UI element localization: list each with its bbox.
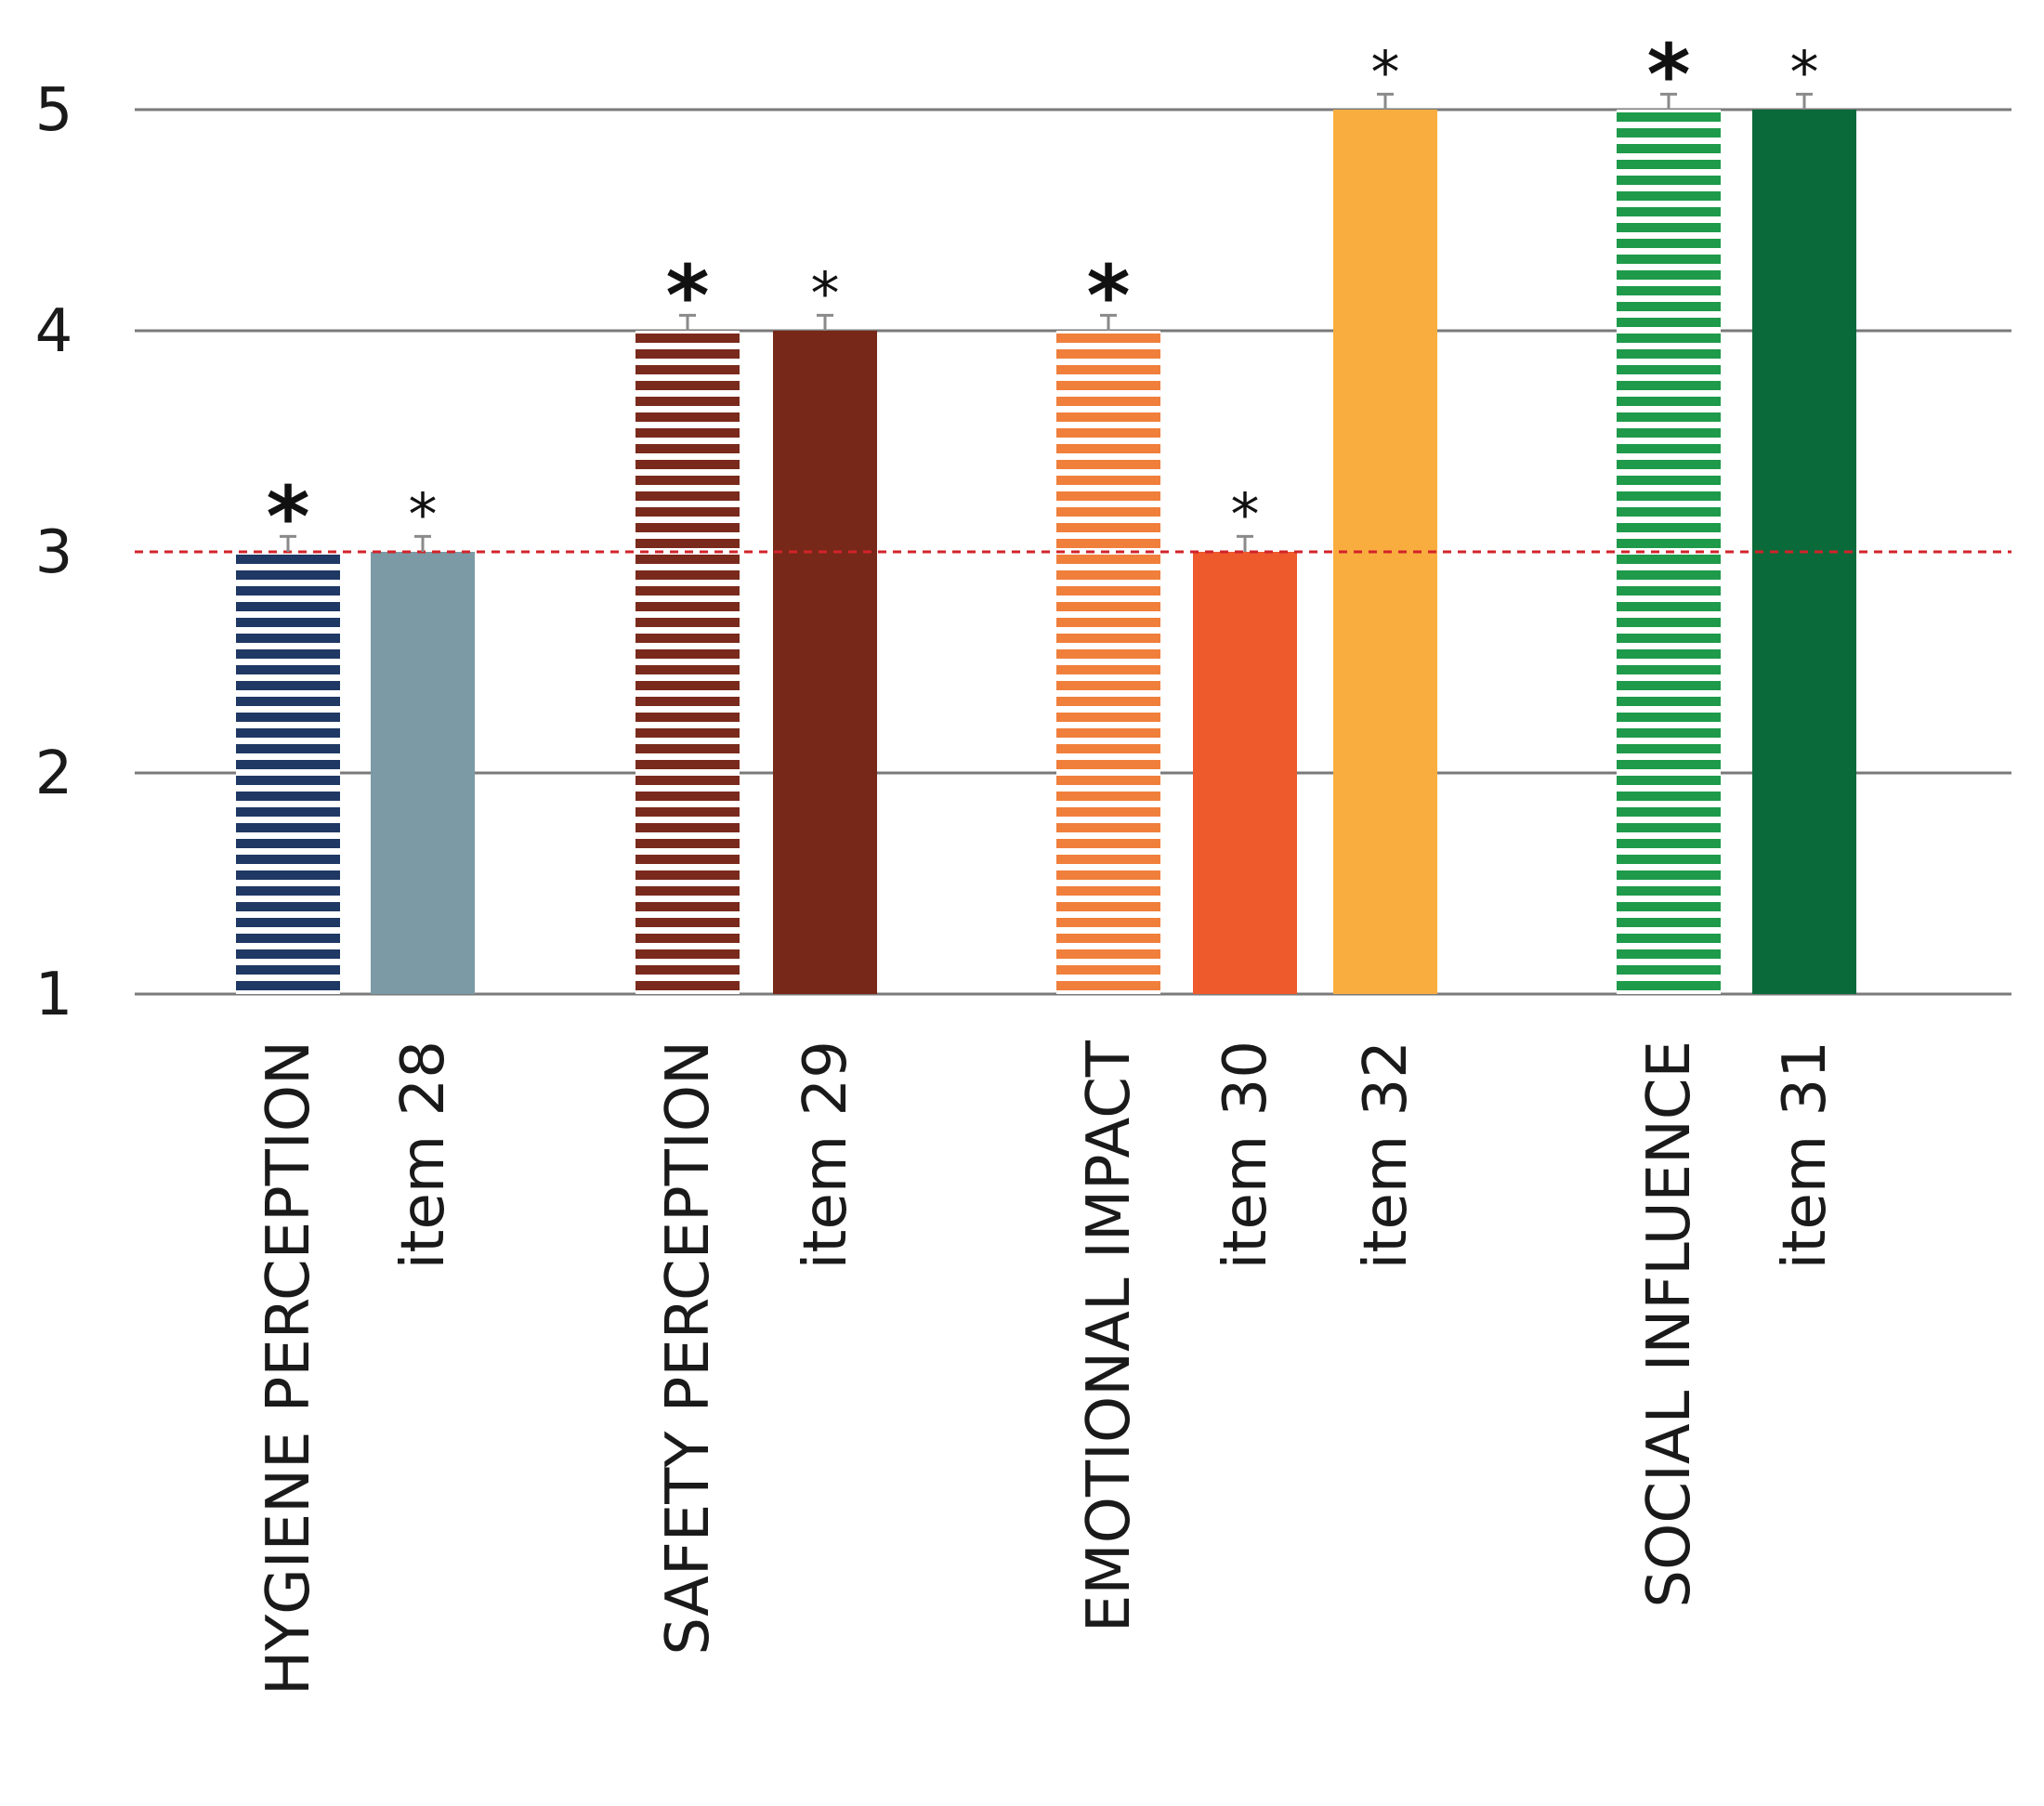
category-label: HYGIENE PERCEPTION xyxy=(255,1040,323,1695)
significance-marker: * xyxy=(1646,26,1690,124)
significance-marker: * xyxy=(811,259,840,327)
error-bar xyxy=(1100,313,1117,331)
bar-item-29 xyxy=(773,331,877,994)
significance-marker: * xyxy=(266,468,309,566)
category-label: SOCIAL INFLUENCE xyxy=(1635,1040,1704,1608)
error-bar xyxy=(1237,534,1253,552)
error-bar xyxy=(414,534,431,552)
category-label: item 32 xyxy=(1352,1040,1421,1269)
bar-item-28 xyxy=(371,552,475,994)
y-axis-ticks: 1 2 3 4 5 xyxy=(35,76,73,1029)
category-label: EMOTIONAL IMPACT xyxy=(1075,1040,1144,1632)
error-bar xyxy=(280,534,296,552)
category-label: item 29 xyxy=(792,1040,860,1269)
significance-marker: * xyxy=(409,480,438,548)
significance-marker: * xyxy=(1231,480,1260,548)
bar-hygiene-perception xyxy=(236,552,340,994)
error-bar xyxy=(817,313,833,331)
bar-safety-perception xyxy=(635,331,740,994)
y-tick-label: 3 xyxy=(35,518,73,587)
category-label: item 28 xyxy=(389,1040,458,1269)
y-tick-label: 1 xyxy=(35,961,73,1029)
significance-marker: * xyxy=(1790,38,1819,106)
category-label: item 30 xyxy=(1212,1040,1280,1269)
bar-emotional-impact xyxy=(1056,331,1160,994)
y-tick-label: 4 xyxy=(35,297,73,366)
error-bar xyxy=(1660,92,1677,110)
significance-marker: * xyxy=(1371,38,1400,106)
category-label: item 31 xyxy=(1771,1040,1840,1269)
error-bar xyxy=(1796,92,1813,110)
category-label: SAFETY PERCEPTION xyxy=(654,1040,723,1656)
significance-marker: * xyxy=(1086,247,1130,345)
error-bars xyxy=(280,92,1813,552)
significance-markers: * * * * * * * * * xyxy=(266,26,1818,566)
category-labels: HYGIENE PERCEPTION item 28 SAFETY PERCEPTI… xyxy=(255,1040,1840,1695)
error-bar xyxy=(679,313,696,331)
y-tick-label: 5 xyxy=(35,76,73,145)
y-tick-label: 2 xyxy=(35,739,73,808)
error-bar xyxy=(1377,92,1394,110)
bar-item-30 xyxy=(1193,552,1297,994)
significance-marker: * xyxy=(665,247,709,345)
